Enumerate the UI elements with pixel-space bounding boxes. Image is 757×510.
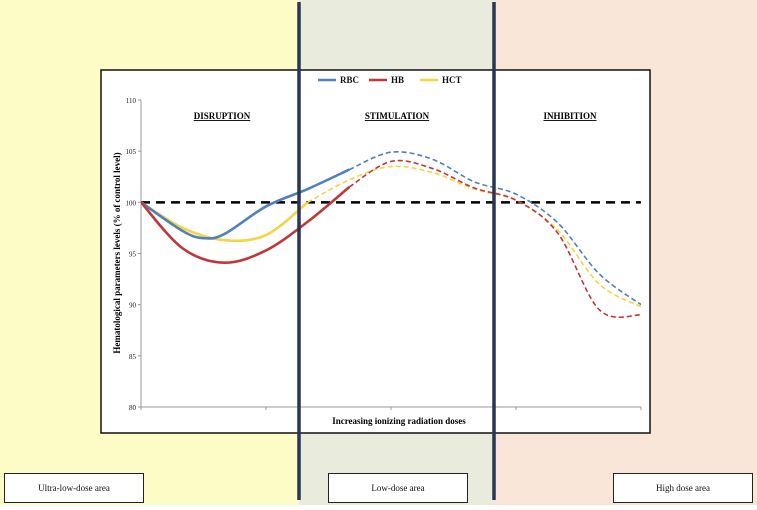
high-dose-area-label: High dose area (613, 473, 753, 503)
region-label-stimulation: STIMULATION (365, 111, 430, 121)
y-tick-label: 90 (129, 302, 137, 310)
chart-frame (100, 69, 651, 434)
legend-label-rbc: RBC (340, 75, 359, 85)
series-rbc-solid-line (141, 168, 350, 240)
region-label-disruption: DISRUPTION (194, 111, 251, 121)
low-dose-area-label: Low-dose area (328, 473, 468, 503)
y-tick-label: 100 (126, 199, 137, 207)
x-ticks (140, 407, 642, 410)
legend-label-hb: HB (391, 75, 404, 85)
series-hb-dashed-line (348, 159, 641, 318)
legend-label-hct: HCT (442, 75, 462, 85)
y-tick-label: 95 (129, 251, 137, 259)
series-hct-solid-line (141, 201, 309, 243)
series-rbc-dashed-line (349, 151, 641, 306)
y-tick-label: 105 (126, 148, 137, 156)
region-label-inhibition: INHIBITION (543, 111, 597, 121)
y-tick-label: 110 (126, 97, 137, 105)
y-tick-label: 80 (129, 404, 137, 412)
series-hct-dashed-line (307, 165, 641, 308)
series-hb-solid-line (141, 185, 351, 265)
ultra-low-dose-area-label: Ultra-low-dose area (4, 473, 144, 503)
legend: RBC HB HCT (318, 75, 462, 85)
y-ticks: 80 85 90 95 100 105 110 (126, 97, 141, 412)
y-axis-label: Hematological parameters levels (% of co… (112, 152, 122, 353)
x-axis-label: Increasing ionizing radiation doses (332, 416, 466, 426)
y-tick-label: 85 (129, 353, 137, 361)
series-layer (141, 151, 641, 318)
